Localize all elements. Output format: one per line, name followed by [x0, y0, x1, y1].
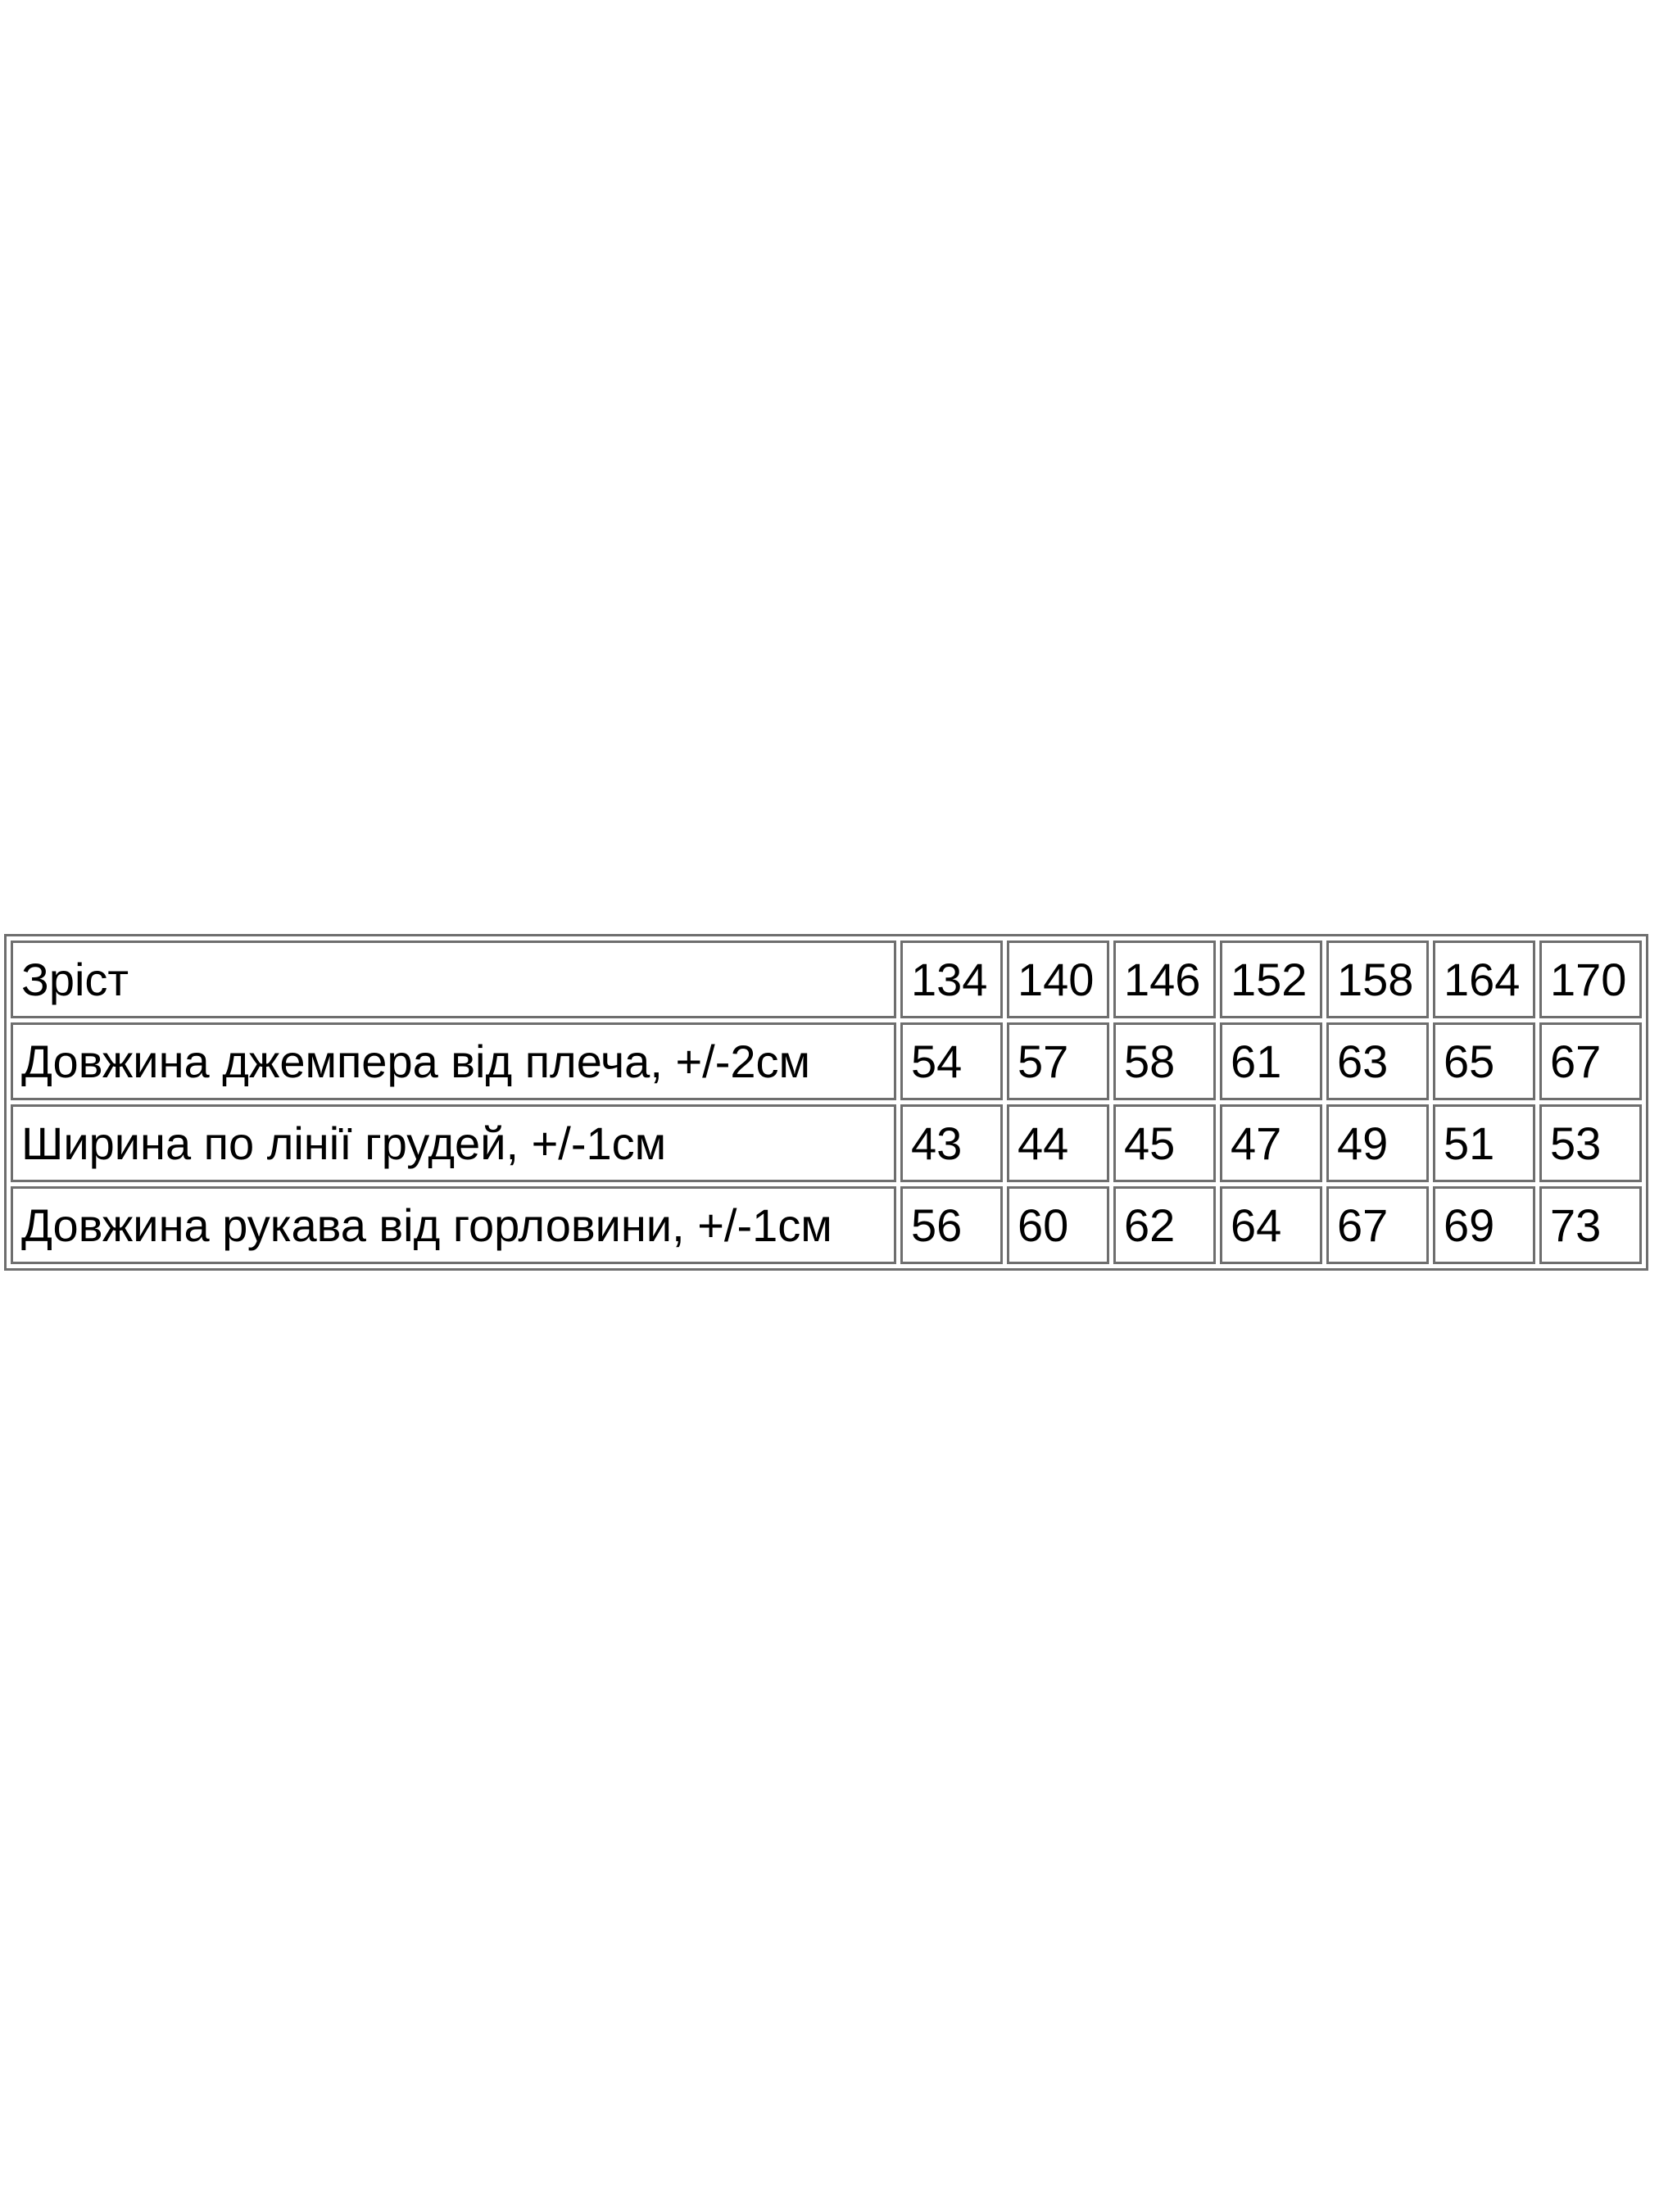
- value-cell: 63: [1326, 1022, 1429, 1100]
- value-cell: 65: [1433, 1022, 1535, 1100]
- value-cell: 158: [1326, 941, 1429, 1018]
- table-row-sleeve-length: Довжина рукава від горловини, +/-1см 56 …: [11, 1186, 1642, 1264]
- value-cell: 54: [900, 1022, 1003, 1100]
- value-cell: 62: [1113, 1186, 1216, 1264]
- value-cell: 43: [900, 1104, 1003, 1182]
- value-cell: 64: [1220, 1186, 1322, 1264]
- value-cell: 56: [900, 1186, 1003, 1264]
- value-cell: 51: [1433, 1104, 1535, 1182]
- value-cell: 69: [1433, 1186, 1535, 1264]
- table-row-height: Зріст 134 140 146 152 158 164 170: [11, 941, 1642, 1018]
- value-cell: 73: [1539, 1186, 1642, 1264]
- value-cell: 146: [1113, 941, 1216, 1018]
- size-chart-table: Зріст 134 140 146 152 158 164 170 Довжин…: [4, 934, 1648, 1271]
- value-cell: 61: [1220, 1022, 1322, 1100]
- table-row-chest-width: Ширина по лінії грудей, +/-1см 43 44 45 …: [11, 1104, 1642, 1182]
- table-row-jumper-length: Довжина джемпера від плеча, +/-2см 54 57…: [11, 1022, 1642, 1100]
- row-label-cell: Зріст: [11, 941, 896, 1018]
- value-cell: 60: [1007, 1186, 1109, 1264]
- value-cell: 152: [1220, 941, 1322, 1018]
- value-cell: 45: [1113, 1104, 1216, 1182]
- value-cell: 58: [1113, 1022, 1216, 1100]
- value-cell: 140: [1007, 941, 1109, 1018]
- value-cell: 134: [900, 941, 1003, 1018]
- row-label-cell: Довжина джемпера від плеча, +/-2см: [11, 1022, 896, 1100]
- value-cell: 164: [1433, 941, 1535, 1018]
- row-label-cell: Довжина рукава від горловини, +/-1см: [11, 1186, 896, 1264]
- value-cell: 170: [1539, 941, 1642, 1018]
- value-cell: 53: [1539, 1104, 1642, 1182]
- value-cell: 67: [1326, 1186, 1429, 1264]
- row-label-cell: Ширина по лінії грудей, +/-1см: [11, 1104, 896, 1182]
- value-cell: 47: [1220, 1104, 1322, 1182]
- value-cell: 44: [1007, 1104, 1109, 1182]
- value-cell: 67: [1539, 1022, 1642, 1100]
- value-cell: 49: [1326, 1104, 1429, 1182]
- value-cell: 57: [1007, 1022, 1109, 1100]
